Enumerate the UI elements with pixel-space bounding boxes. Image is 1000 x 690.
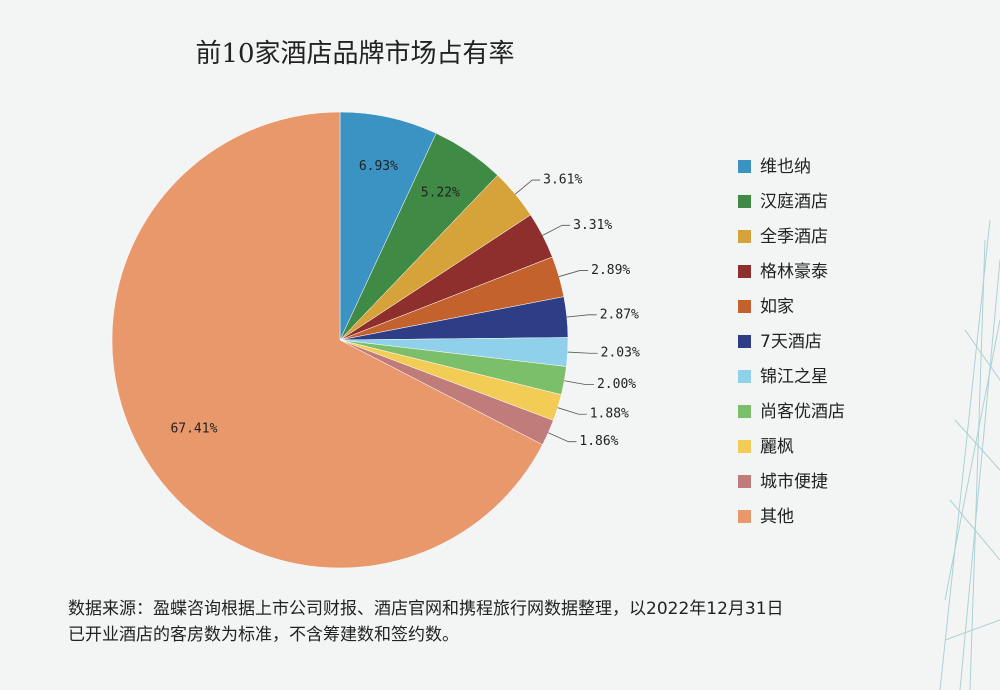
slice-label: 2.03% — [601, 346, 640, 361]
leader-line — [542, 224, 571, 236]
legend-label: 维也纳 — [760, 157, 811, 177]
slice-label: 1.88% — [590, 407, 629, 422]
leader-line — [558, 270, 589, 277]
legend-swatch — [738, 370, 751, 383]
slice-label: 2.89% — [591, 263, 630, 278]
legend-label: 城市便捷 — [760, 472, 828, 492]
legend-swatch — [738, 510, 751, 523]
legend-label: 如家 — [760, 297, 794, 317]
slice-label: 2.00% — [597, 377, 636, 392]
legend-swatch — [738, 475, 751, 488]
legend-label: 全季酒店 — [760, 227, 828, 247]
legend-swatch — [738, 405, 751, 418]
legend-swatch — [738, 335, 751, 348]
legend-swatch — [738, 160, 751, 173]
leader-line — [564, 380, 594, 386]
note-line: 已开业酒店的客房数为标准，不含筹建数和签约数。 — [68, 625, 459, 645]
legend-swatch — [738, 265, 751, 278]
legend-swatch — [738, 300, 751, 313]
legend-swatch — [738, 440, 751, 453]
slice-label: 1.86% — [579, 434, 618, 449]
legend-label: 尚客优酒店 — [760, 402, 845, 422]
leader-line — [557, 407, 587, 415]
legend-swatch — [738, 195, 751, 208]
legend-swatch — [738, 230, 751, 243]
note-line: 数据来源：盈蝶咨询根据上市公司财报、酒店官网和携程旅行网数据整理，以2022年1… — [68, 599, 784, 619]
slice-label: 5.22% — [421, 186, 460, 201]
leader-line — [566, 314, 597, 318]
legend-label: 7天酒店 — [760, 332, 822, 352]
chart-title: 前10家酒店品牌市场占有率 — [195, 39, 514, 69]
pie-slice — [111, 111, 543, 569]
legend-label: 汉庭酒店 — [760, 192, 828, 212]
leader-line — [548, 432, 577, 443]
legend-label: 麗枫 — [760, 437, 794, 457]
slice-label: 3.61% — [543, 173, 582, 188]
slice-label: 3.31% — [573, 218, 612, 233]
slice-label: 67.41% — [170, 421, 217, 436]
slice-label: 6.93% — [359, 159, 398, 174]
leader-line — [514, 179, 541, 195]
slice-label: 2.87% — [600, 307, 639, 322]
legend-label: 格林豪泰 — [760, 261, 828, 282]
leader-line — [567, 351, 598, 354]
legend-label: 锦江之星 — [760, 367, 828, 387]
legend-label: 其他 — [760, 507, 794, 527]
decoration — [939, 219, 1000, 690]
